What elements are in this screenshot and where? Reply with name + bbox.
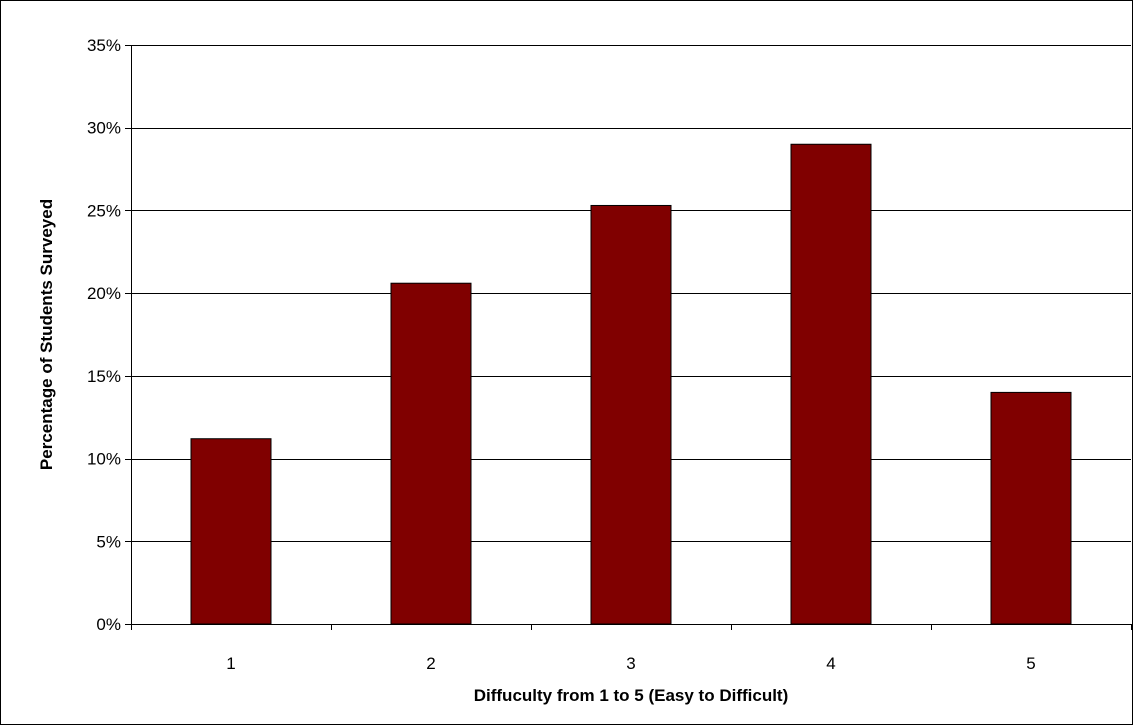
y-tick-labels: 0% 5% 10% 15% 20% 25% 30% 35% bbox=[87, 36, 121, 634]
y-axis-title: Percentage of Students Surveyed bbox=[37, 199, 56, 470]
y-tick-label: 20% bbox=[87, 284, 121, 303]
x-tick-label: 4 bbox=[826, 654, 835, 673]
y-tick-label: 25% bbox=[87, 201, 121, 220]
axes bbox=[125, 45, 1132, 630]
y-tick-label: 0% bbox=[96, 615, 121, 634]
bar-4 bbox=[790, 143, 872, 625]
bar-5 bbox=[990, 391, 1072, 625]
x-tick-label: 3 bbox=[626, 654, 635, 673]
x-tick-label: 1 bbox=[226, 654, 235, 673]
bar-2 bbox=[390, 282, 472, 625]
bars bbox=[190, 143, 1072, 625]
x-tick-labels: 1 2 3 4 5 bbox=[226, 654, 1035, 673]
y-tick-label: 10% bbox=[87, 450, 121, 469]
y-tick-label: 35% bbox=[87, 36, 121, 55]
y-tick-label: 30% bbox=[87, 119, 121, 138]
bar-3 bbox=[590, 204, 672, 625]
x-axis-title: Diffuculty from 1 to 5 (Easy to Difficul… bbox=[474, 686, 789, 705]
y-tick-label: 15% bbox=[87, 367, 121, 386]
bar-1 bbox=[190, 438, 272, 625]
y-tick-label: 5% bbox=[96, 532, 121, 551]
x-tick-label: 2 bbox=[426, 654, 435, 673]
x-tick-label: 5 bbox=[1026, 654, 1035, 673]
